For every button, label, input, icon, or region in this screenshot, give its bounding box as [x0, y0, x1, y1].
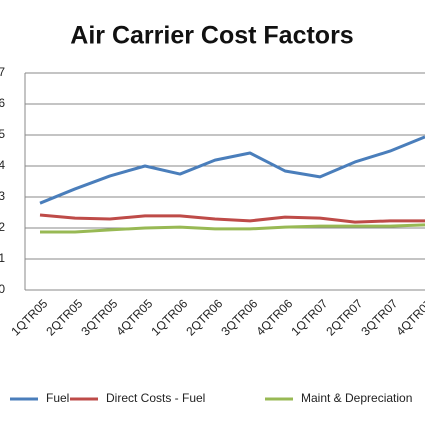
y-tick-label: 5	[0, 127, 5, 141]
y-tick-label: 1	[0, 251, 5, 265]
legend-label: Fuel	[46, 391, 69, 405]
chart-title: Air Carrier Cost Factors	[70, 22, 353, 50]
x-tick-label: 3QTR07	[358, 296, 400, 338]
y-tick-label: 4	[0, 158, 5, 172]
y-tick-label: 2	[0, 220, 5, 234]
x-tick-label: 1QTR07	[288, 296, 330, 338]
series-line	[39, 135, 425, 205]
x-tick-label: 2QTR06	[183, 296, 225, 338]
x-tick-label: 1QTR05	[8, 296, 50, 338]
x-tick-label: 1QTR06	[148, 296, 190, 338]
x-tick-label: 2QTR07	[323, 296, 365, 338]
y-tick-label: 7	[0, 65, 5, 79]
legend-label: Direct Costs - Fuel	[106, 391, 205, 405]
x-tick-label: 4QTR07	[393, 296, 425, 338]
x-tick-label: 4QTR06	[253, 296, 295, 338]
x-tick-label: 4QTR05	[113, 296, 155, 338]
y-tick-label: 6	[0, 96, 5, 110]
legend-label: Maint & Depreciation	[301, 391, 412, 405]
y-tick-label: 0	[0, 282, 5, 296]
y-tick-label: 3	[0, 189, 5, 203]
series-line	[40, 223, 425, 234]
x-tick-label: 3QTR06	[218, 296, 260, 338]
series-line	[39, 213, 425, 224]
x-tick-label: 3QTR05	[78, 296, 120, 338]
x-tick-label: 2QTR05	[43, 296, 85, 338]
